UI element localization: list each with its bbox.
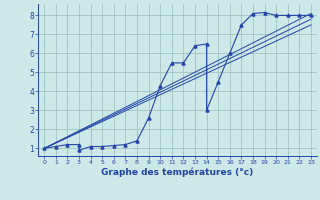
X-axis label: Graphe des températures (°c): Graphe des températures (°c) xyxy=(101,168,254,177)
